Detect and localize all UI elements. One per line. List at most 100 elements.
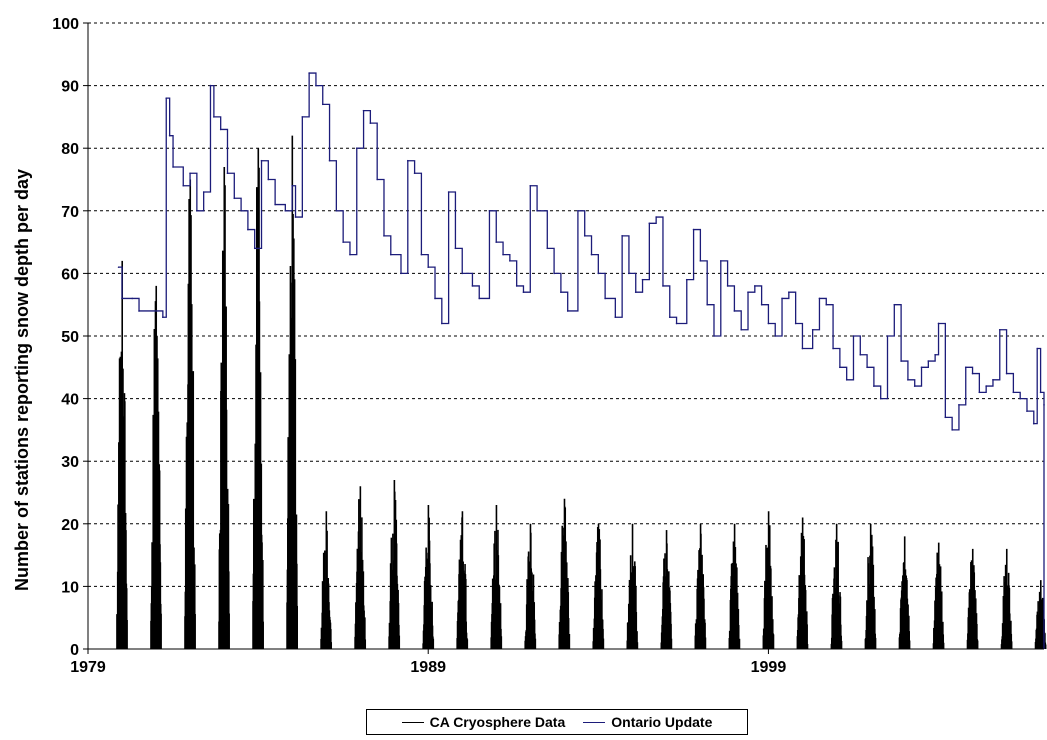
ontario-point-86 bbox=[733, 310, 736, 312]
ontario-point-2 bbox=[131, 297, 134, 300]
ontario-point-94 bbox=[788, 291, 790, 293]
ontario-point-7 bbox=[172, 166, 174, 168]
ontario-point-35 bbox=[362, 109, 365, 112]
ontario-point-123 bbox=[985, 385, 987, 387]
ontario-point-19 bbox=[253, 247, 256, 250]
ontario-point-122 bbox=[978, 391, 981, 394]
ontario-point-90 bbox=[760, 303, 763, 306]
ontario-point-83 bbox=[713, 335, 715, 337]
ontario-point-9 bbox=[189, 172, 191, 175]
x-tick-label-1999: 1999 bbox=[751, 659, 787, 676]
ontario-point-102 bbox=[845, 379, 848, 381]
cryo-season-3 bbox=[218, 166, 230, 649]
ontario-point-96 bbox=[801, 347, 804, 350]
cryo-season-21 bbox=[830, 523, 843, 649]
cryo-season-12 bbox=[524, 523, 537, 649]
ontario-point-128 bbox=[1019, 397, 1021, 400]
ontario-point-54 bbox=[502, 253, 504, 256]
ontario-point-32 bbox=[342, 241, 344, 243]
cryo-season-25 bbox=[966, 548, 979, 649]
ontario-point-125 bbox=[998, 328, 1001, 331]
cryo-season-22 bbox=[864, 523, 877, 649]
ontario-point-21 bbox=[267, 178, 270, 181]
ontario-point-44 bbox=[427, 266, 430, 268]
ontario-point-79 bbox=[685, 278, 688, 281]
ontario-point-84 bbox=[719, 260, 722, 262]
ontario-point-59 bbox=[536, 210, 538, 212]
ontario-point-74 bbox=[648, 222, 651, 225]
ontario-point-29 bbox=[321, 103, 324, 106]
ontario-point-88 bbox=[747, 291, 749, 293]
ontario-point-75 bbox=[655, 216, 657, 218]
legend-label-ontario: Ontario Update bbox=[611, 714, 713, 730]
ontario-point-3 bbox=[138, 310, 140, 312]
y-tick-label-30: 30 bbox=[61, 454, 79, 471]
ontario-point-76 bbox=[662, 285, 664, 287]
ontario-point-117 bbox=[944, 416, 947, 419]
ontario-point-24 bbox=[291, 184, 293, 187]
ontario-point-98 bbox=[818, 297, 821, 300]
cryo-season-19 bbox=[762, 511, 775, 649]
chart-area: 0 10 20 30 40 50 60 70 80 90 100 1979 1989 1999 bbox=[52, 16, 1047, 676]
ontario-point-25 bbox=[294, 216, 297, 218]
ontario-point-28 bbox=[315, 84, 317, 87]
ontario-point-114 bbox=[927, 360, 930, 362]
ontario-point-133 bbox=[1043, 404, 1045, 406]
ontario-point-5 bbox=[165, 97, 168, 99]
cryo-season-26 bbox=[1000, 548, 1013, 649]
ontario-point-15 bbox=[226, 172, 229, 175]
ontario-point-100 bbox=[832, 347, 834, 350]
x-tick-label-1979: 1979 bbox=[70, 659, 106, 676]
ontario-point-107 bbox=[879, 397, 882, 400]
cryo-season-10 bbox=[456, 511, 469, 649]
ontario-point-23 bbox=[284, 210, 287, 212]
ontario-point-51 bbox=[478, 297, 481, 300]
ontario-point-55 bbox=[509, 260, 511, 262]
ontario-point-112 bbox=[913, 385, 916, 387]
cryo-season-8 bbox=[388, 479, 401, 649]
ontario-point-65 bbox=[583, 235, 586, 237]
ontario-point-62 bbox=[560, 291, 562, 293]
ontario-point-8 bbox=[182, 184, 185, 187]
legend-swatch-cryosphere bbox=[401, 721, 424, 723]
y-tick-label-100: 100 bbox=[52, 16, 79, 33]
y-tick-label-40: 40 bbox=[61, 392, 79, 409]
ontario-point-104 bbox=[859, 353, 862, 356]
y-tick-label-90: 90 bbox=[61, 79, 79, 96]
ontario-point-12 bbox=[209, 84, 212, 87]
cryo-season-9 bbox=[422, 505, 435, 649]
legend-swatch-ontario bbox=[583, 721, 606, 723]
ontario-point-14 bbox=[219, 128, 222, 131]
legend: CA Cryosphere Data Ontario Update bbox=[366, 709, 748, 735]
ontario-point-6 bbox=[168, 134, 171, 137]
ontario-point-33 bbox=[349, 253, 351, 256]
cryo-season-16 bbox=[660, 530, 673, 649]
ontario-point-36 bbox=[369, 122, 372, 124]
cryo-season-20 bbox=[796, 517, 809, 649]
ontario-point-72 bbox=[634, 291, 637, 293]
cryo-season-7 bbox=[354, 486, 367, 649]
ontario-point-126 bbox=[1005, 372, 1008, 375]
ontario-point-13 bbox=[213, 116, 215, 118]
ontario-point-127 bbox=[1012, 391, 1015, 394]
ontario-point-97 bbox=[811, 328, 814, 331]
ontario-point-18 bbox=[247, 228, 249, 231]
ontario-point-64 bbox=[577, 210, 579, 212]
axes: 0 10 20 30 40 50 60 70 80 90 100 1979 1989 1999 bbox=[52, 16, 1044, 676]
ontario-point-68 bbox=[604, 297, 606, 300]
cryo-season-23 bbox=[898, 536, 911, 649]
ontario-point-132 bbox=[1039, 391, 1042, 394]
cryo-season-2 bbox=[184, 179, 196, 649]
ontario-point-108 bbox=[886, 335, 889, 337]
ontario-point-73 bbox=[641, 278, 644, 281]
ontario-point-17 bbox=[240, 210, 242, 212]
y-tick-label-20: 20 bbox=[61, 517, 79, 534]
cryo-season-15 bbox=[626, 523, 639, 649]
ontario-point-85 bbox=[726, 285, 729, 287]
ontario-point-99 bbox=[825, 303, 828, 306]
cryo-season-6 bbox=[320, 511, 333, 649]
ontario-point-71 bbox=[628, 272, 630, 275]
ontario-point-130 bbox=[1032, 422, 1035, 425]
ontario-point-49 bbox=[461, 272, 464, 275]
ontario-point-106 bbox=[873, 385, 875, 387]
